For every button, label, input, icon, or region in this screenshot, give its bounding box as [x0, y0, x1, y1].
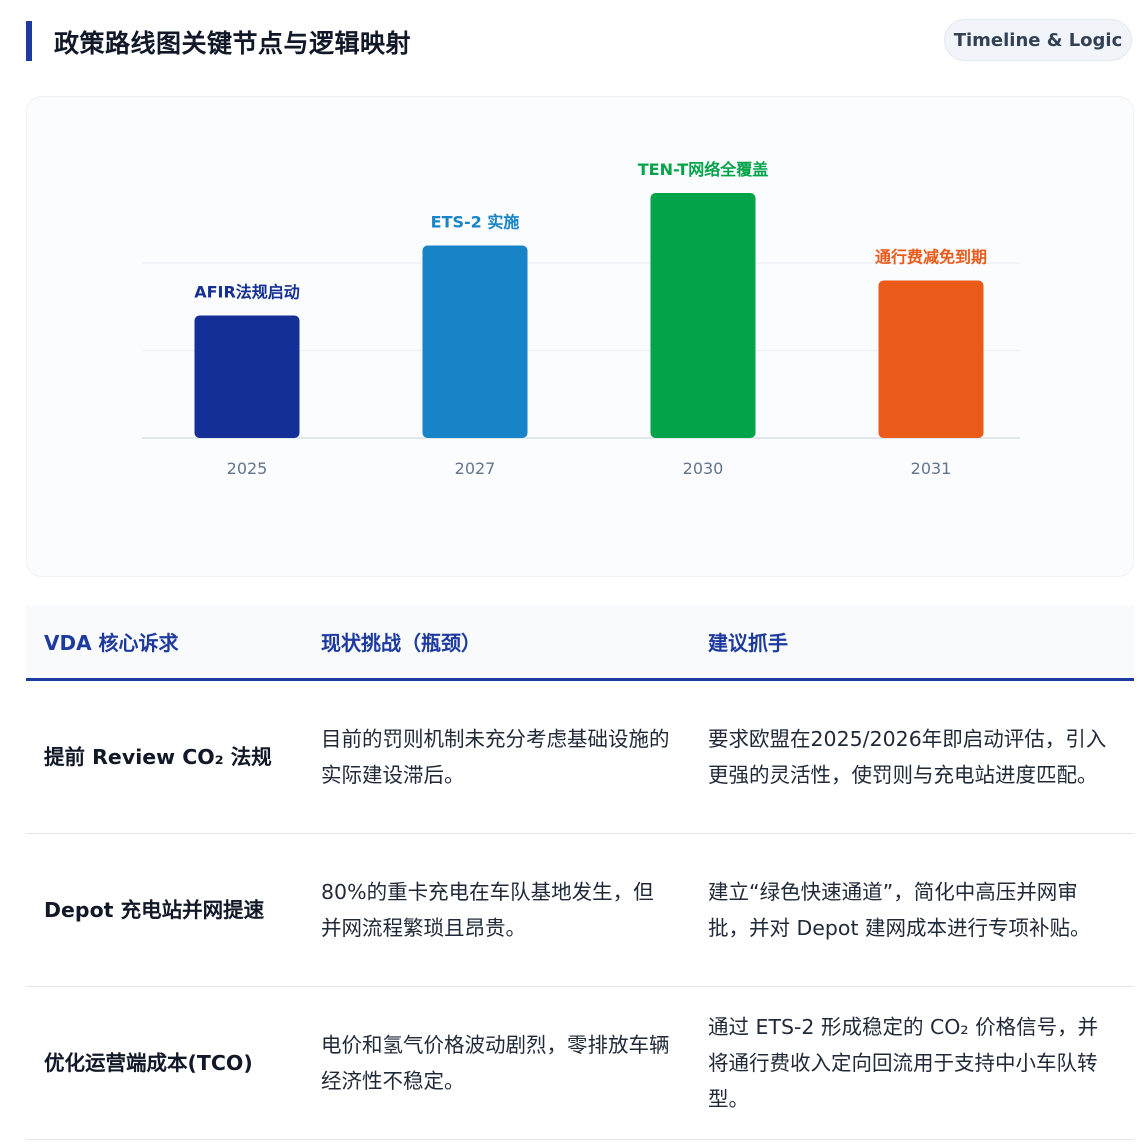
policy-table: VDA 核心诉求 现状挑战（瓶颈） 建议抓手 提前 Review CO₂ 法规 …	[26, 605, 1134, 1140]
challenge-cell: 目前的罚则机制未充分考虑基础设施的实际建设滞后。	[321, 727, 670, 787]
data-label: TEN-T网络全覆盖	[638, 160, 768, 179]
data-label: 通行费减免到期	[875, 248, 987, 267]
table-row: 优化运营端成本(TCO) 电价和氢气价格波动剧烈，零排放车辆经济性不稳定。 通过…	[26, 987, 1134, 1140]
table-row: Depot 充电站并网提速 80%的重卡充电在车队基地发生，但并网流程繁琐且昂贵…	[26, 834, 1134, 987]
roadmap-bar-chart: AFIR法规启动 2025 ETS-2 实施 2027 TEN-T网络全覆盖 2030 通行…	[142, 160, 1020, 478]
column-header: 现状挑战（瓶颈）	[321, 631, 481, 655]
bar	[650, 193, 756, 438]
bar	[422, 245, 528, 438]
challenge-cell: 80%的重卡充电在车队基地发生，但并网流程繁琐且昂贵。	[321, 880, 654, 940]
table-row: 提前 Review CO₂ 法规 目前的罚则机制未充分考虑基础设施的实际建设滞后…	[26, 681, 1134, 834]
x-tick-label: 2027	[455, 459, 496, 478]
x-tick-label: 2025	[227, 459, 268, 478]
bar	[878, 280, 984, 438]
column-header: 建议抓手	[708, 631, 788, 655]
table-header: VDA 核心诉求 现状挑战（瓶颈） 建议抓手	[26, 605, 1134, 681]
demand-cell: 优化运营端成本(TCO)	[44, 1051, 253, 1075]
data-label: AFIR法规启动	[194, 283, 300, 302]
data-label: ETS-2 实施	[431, 213, 520, 232]
lever-cell: 建立“绿色快速通道”，简化中高压并网审批，并对 Depot 建网成本进行专项补贴…	[708, 880, 1091, 940]
page-title: 政策路线图关键节点与逻辑映射	[54, 29, 412, 58]
bar	[194, 315, 300, 438]
demand-cell: Depot 充电站并网提速	[44, 898, 265, 922]
title-accent-bar	[26, 21, 32, 61]
timeline-logic-badge: Timeline & Logic	[944, 19, 1132, 61]
x-tick-label: 2031	[911, 459, 952, 478]
lever-cell: 通过 ETS-2 形成稳定的 CO₂ 价格信号，并将通行费收入定向回流用于支持中…	[708, 1015, 1099, 1111]
challenge-cell: 电价和氢气价格波动剧烈，零排放车辆经济性不稳定。	[321, 1033, 670, 1093]
demand-cell: 提前 Review CO₂ 法规	[44, 745, 272, 769]
column-header: VDA 核心诉求	[44, 631, 179, 655]
lever-cell: 要求欧盟在2025/2026年即启动评估，引入更强的灵活性，使罚则与充电站进度匹…	[708, 727, 1107, 787]
x-tick-label: 2030	[683, 459, 724, 478]
